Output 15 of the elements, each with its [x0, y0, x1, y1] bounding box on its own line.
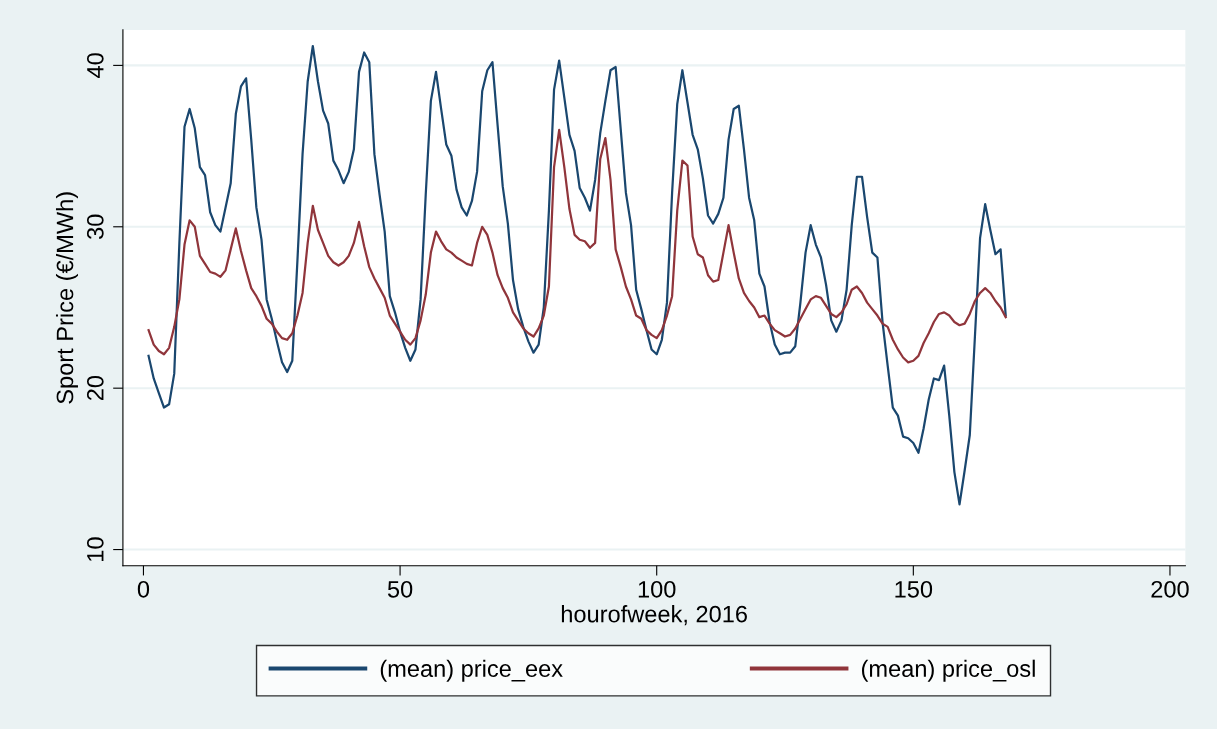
y-axis-title: Sport Price (€/MWh)	[55, 192, 78, 404]
x-tick-label: 100	[638, 580, 676, 598]
x-tick-label: 50	[387, 580, 413, 598]
legend-label: (mean) price_osl	[861, 659, 1035, 682]
line-series	[147, 44, 1007, 506]
y-tick-label: 40	[86, 53, 104, 78]
x-tick-label: 0	[137, 580, 150, 598]
x-axis-title: hourofweek, 2016	[561, 605, 747, 626]
y-tick-label: 20	[86, 375, 104, 401]
line-series	[147, 128, 1007, 364]
y-tick-label: 30	[86, 214, 104, 240]
legend-label: (mean) price_eex	[380, 659, 563, 682]
y-tick-label: 10	[86, 537, 104, 561]
x-tick-label: 200	[1151, 580, 1189, 598]
x-tick-label: 150	[895, 580, 933, 598]
